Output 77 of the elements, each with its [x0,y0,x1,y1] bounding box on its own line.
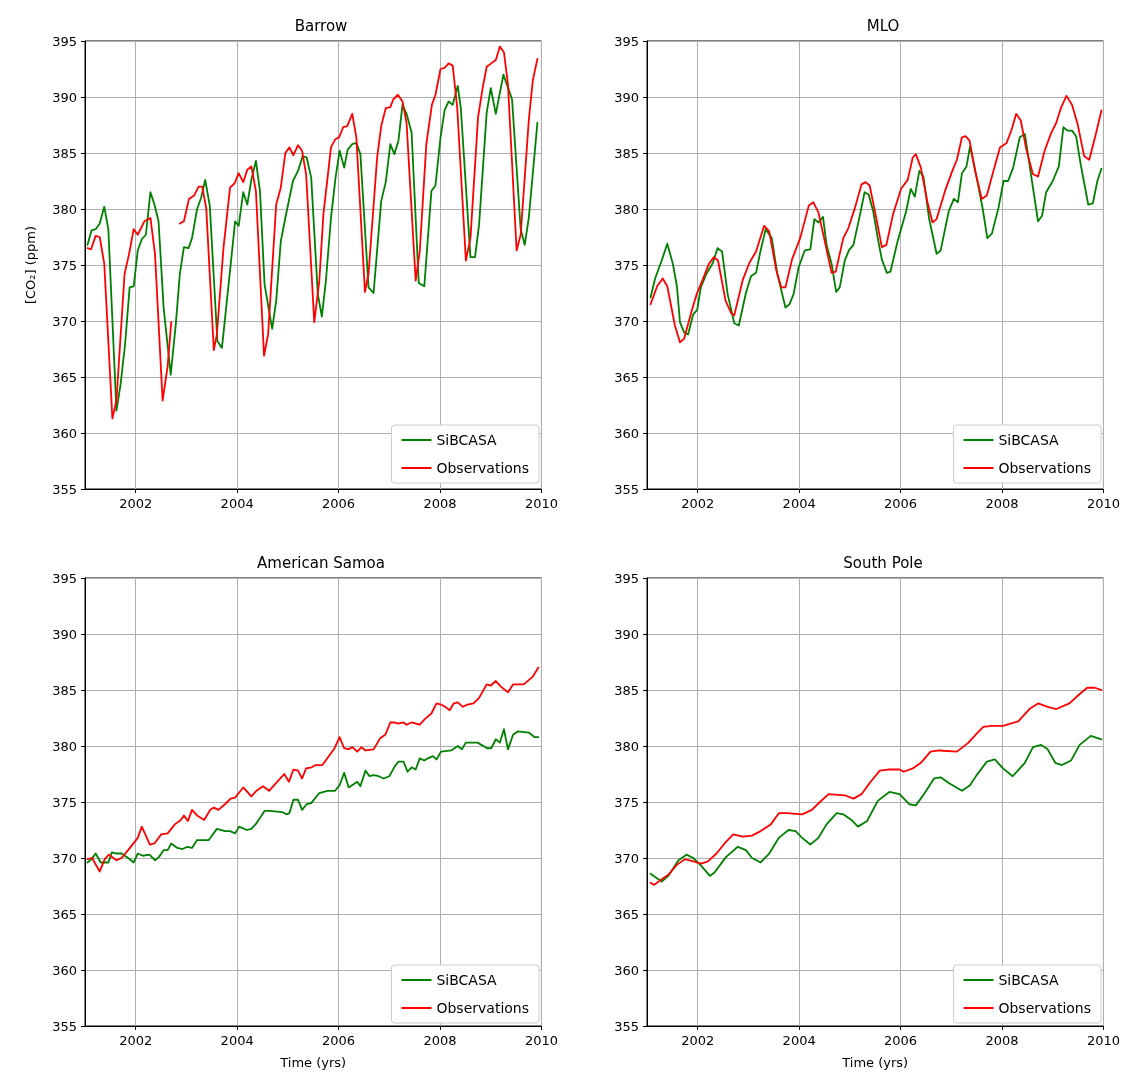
line-series [649,126,1103,336]
y-axis-title: [CO₂] (ppm) [23,225,38,305]
y-tick-label: 395 [52,570,77,586]
y-tick-label: 395 [614,570,639,586]
y-tick-label: 385 [614,145,639,161]
x-tick-label: 2002 [119,496,153,511]
y-tick-label: 380 [52,738,77,754]
x-tick-label: 2010 [524,1033,558,1048]
y-tick-label: 390 [52,626,77,642]
x-tick-label: 2010 [1086,496,1120,511]
y-tick-label: 385 [52,145,77,161]
y-tick-label: 365 [52,369,77,385]
y-tick-label: 360 [52,425,77,441]
x-axis-title: Time (yrs) [841,1055,909,1070]
y-tick-label: 360 [52,962,77,978]
x-tick-label: 2002 [681,496,715,511]
x-tick-label: 2008 [985,1033,1019,1048]
y-tick-label: 370 [614,850,639,866]
legend-label: Observations [436,460,529,476]
x-tick-label: 2008 [423,496,457,511]
line-series [86,728,540,864]
x-tick-label: 2006 [884,496,918,511]
legend-label: Observations [998,460,1091,476]
chart-title: South Pole [843,553,923,572]
y-tick-label: 360 [614,425,639,441]
line-series [86,666,540,873]
legend-label: SiBCASA [998,432,1060,448]
y-tick-label: 365 [614,906,639,922]
y-tick-label: 375 [614,257,639,273]
y-tick-label: 390 [52,89,77,105]
x-axis-title: Time (yrs) [279,1055,347,1070]
legend-label: SiBCASA [436,432,498,448]
y-tick-label: 365 [52,906,77,922]
y-tick-label: 390 [614,89,639,105]
x-tick-label: 2006 [322,1033,356,1048]
chart-title: American Samoa [257,553,385,572]
x-tick-label: 2010 [524,496,558,511]
y-tick-label: 375 [52,794,77,810]
x-tick-label: 2008 [423,1033,457,1048]
chart-title: MLO [866,16,900,35]
chart-title: Barrow [294,16,348,35]
x-tick-label: 2002 [681,1033,715,1048]
y-tick-label: 380 [614,738,639,754]
y-tick-label: 370 [52,850,77,866]
legend-label: SiBCASA [998,972,1060,988]
y-tick-label: 355 [52,481,77,497]
x-tick-label: 2004 [220,496,254,511]
y-tick-label: 385 [614,682,639,698]
legend-label: Observations [436,1000,529,1016]
y-tick-label: 380 [614,201,639,217]
legend-label: Observations [998,1000,1091,1016]
y-tick-label: 355 [614,1018,639,1034]
line-series [649,94,1103,344]
y-tick-label: 375 [614,794,639,810]
y-tick-label: 375 [52,257,77,273]
y-tick-label: 355 [614,481,639,497]
y-tick-label: 365 [614,369,639,385]
y-tick-label: 380 [52,201,77,217]
x-tick-label: 2010 [1086,1033,1120,1048]
x-tick-label: 2006 [884,1033,918,1048]
legend-label: SiBCASA [436,972,498,988]
y-tick-label: 390 [614,626,639,642]
y-tick-label: 395 [52,33,77,49]
x-tick-label: 2008 [985,496,1019,511]
x-tick-label: 2004 [782,496,816,511]
y-tick-label: 370 [614,313,639,329]
line-series [649,735,1103,883]
y-tick-label: 370 [52,313,77,329]
x-tick-label: 2004 [782,1033,816,1048]
y-tick-label: 395 [614,33,639,49]
line-series [649,686,1103,886]
y-tick-label: 360 [614,962,639,978]
x-tick-label: 2006 [322,496,356,511]
y-tick-label: 355 [52,1018,77,1034]
x-tick-label: 2002 [119,1033,153,1048]
y-tick-label: 385 [52,682,77,698]
x-tick-label: 2004 [220,1033,254,1048]
